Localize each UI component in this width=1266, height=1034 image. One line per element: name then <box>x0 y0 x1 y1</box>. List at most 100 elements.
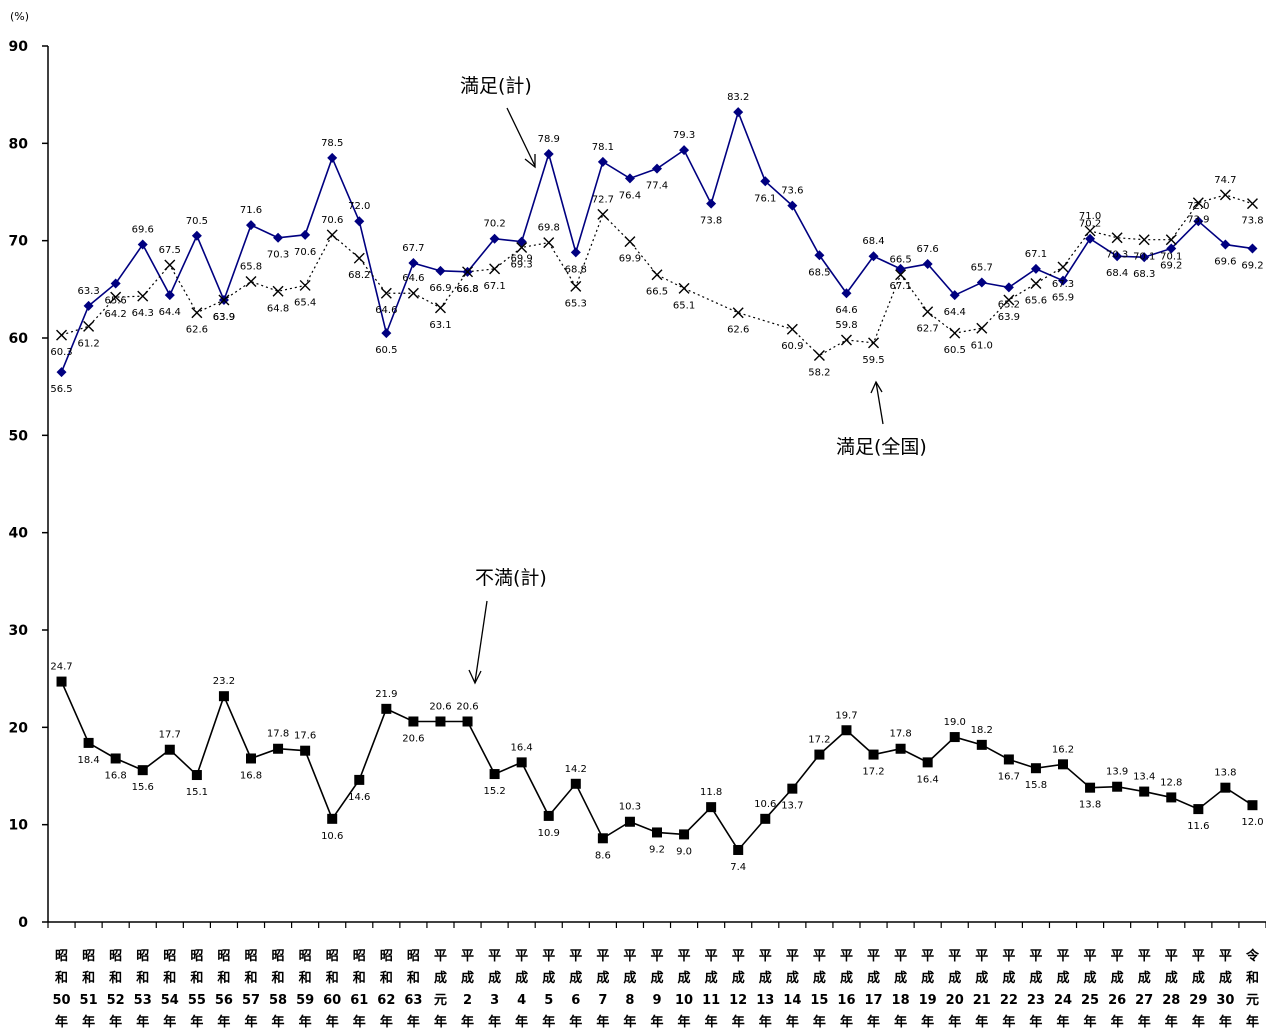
data-label: 70.2 <box>483 219 505 230</box>
data-label: 12.8 <box>1160 777 1182 788</box>
data-point-diamond <box>652 163 662 174</box>
data-label: 65.3 <box>565 298 587 309</box>
data-label: 71.6 <box>240 205 262 216</box>
data-label: 64.8 <box>267 303 289 314</box>
data-label: 64.4 <box>159 307 181 318</box>
data-point-x <box>813 350 825 362</box>
x-category-label-part: 平 <box>461 949 474 964</box>
data-point-diamond <box>922 259 933 270</box>
data-label: 76.1 <box>754 193 776 204</box>
x-category-label-part: 昭 <box>217 949 230 964</box>
x-category-label-part: 年 <box>1056 1014 1069 1030</box>
data-label: 64.6 <box>835 305 857 316</box>
data-point-x <box>597 208 609 220</box>
data-label: 9.2 <box>649 844 665 855</box>
x-category-label: 昭和 61 年 <box>350 949 368 1030</box>
x-category-label: 平成 6 年 <box>569 949 582 1030</box>
x-category-label-part: 成 <box>1029 970 1042 986</box>
x-category-label-part: 成 <box>1219 970 1232 986</box>
data-point-square <box>1030 763 1041 774</box>
x-category-label: 昭和 63 年 <box>404 949 422 1030</box>
y-tick-label: 20 <box>9 720 29 736</box>
data-point-square <box>652 827 662 838</box>
data-label: 62.7 <box>917 324 939 335</box>
x-category-label: 平成 14 年 <box>783 949 801 1030</box>
data-point-square <box>1085 782 1096 793</box>
x-category-label-part: 52 <box>107 993 125 1008</box>
data-label: 64.3 <box>132 308 154 319</box>
data-label: 71.0 <box>1079 211 1101 222</box>
data-point-diamond <box>354 216 365 227</box>
x-category-label: 平成 2 年 <box>461 949 474 1030</box>
x-category-label-part: 年 <box>569 1014 582 1030</box>
data-label: 19.7 <box>835 710 857 721</box>
data-point-square <box>597 833 608 844</box>
x-category-label: 昭和 53 年 <box>134 949 152 1030</box>
x-category-label-part: 14 <box>783 993 801 1008</box>
x-category-label-part: 21 <box>973 993 991 1008</box>
x-category-label-part: 年 <box>1165 1014 1178 1030</box>
x-category-label-part: 年 <box>136 1014 149 1030</box>
x-category-label-part: 年 <box>272 1014 285 1030</box>
data-point-diamond <box>164 290 175 301</box>
x-category-label-part: 60 <box>323 993 341 1008</box>
data-point-diamond <box>56 367 67 378</box>
data-label: 60.5 <box>944 345 966 356</box>
x-category-label-part: 3 <box>490 993 499 1008</box>
data-point-square <box>300 745 311 756</box>
data-label: 20.6 <box>402 733 424 744</box>
x-category-label: 平成 21 年 <box>973 949 991 1030</box>
data-label: 23.2 <box>213 676 235 687</box>
data-point-x <box>299 279 311 291</box>
x-category-label-part: 10 <box>675 993 693 1008</box>
x-category-label-part: 平 <box>434 949 447 964</box>
x-category-label-part: 和 <box>190 970 203 986</box>
x-category-label-part: 年 <box>759 1014 772 1030</box>
x-category-label-part: 成 <box>813 970 826 986</box>
x-category-label: 昭和 60 年 <box>323 949 341 1030</box>
data-point-x <box>110 291 122 303</box>
data-point-diamond <box>624 173 635 184</box>
x-category-label-part: 成 <box>1002 970 1015 986</box>
data-label: 65.7 <box>971 263 993 274</box>
data-point-square <box>354 774 365 785</box>
data-label: 10.3 <box>619 802 641 813</box>
data-label: 62.6 <box>186 325 208 336</box>
x-category-label-part: 年 <box>461 1014 474 1030</box>
data-point-diamond <box>760 176 771 187</box>
data-label: 67.1 <box>483 281 505 292</box>
data-label: 73.8 <box>700 216 722 227</box>
x-category-label: 昭和 56 年 <box>215 949 233 1030</box>
x-category-label-part: 26 <box>1108 993 1126 1008</box>
data-label: 69.8 <box>538 223 560 234</box>
data-label: 63.9 <box>998 312 1020 323</box>
data-label: 72.0 <box>348 201 370 212</box>
data-label: 64.4 <box>944 307 966 318</box>
data-point-square <box>570 778 581 789</box>
data-label: 13.8 <box>1214 768 1236 779</box>
x-category-label-part: 平 <box>1084 949 1097 964</box>
data-point-x <box>868 337 880 349</box>
data-point-diamond <box>679 145 690 156</box>
x-category-label-part: 成 <box>678 970 691 986</box>
x-category-label-part: 成 <box>840 970 853 986</box>
x-category-label: 平成 28 年 <box>1162 949 1180 1030</box>
data-label: 10.6 <box>754 799 776 810</box>
x-category-label-part: 昭 <box>109 949 122 964</box>
data-point-x <box>543 237 555 249</box>
x-category-label-part: 成 <box>434 970 447 986</box>
data-point-square <box>462 716 473 727</box>
x-category-label-part: 18 <box>892 993 910 1008</box>
x-category-label-part: 成 <box>596 970 609 986</box>
data-point-square <box>435 716 446 727</box>
x-category-label: 平成 19 年 <box>919 949 937 1030</box>
data-point-square <box>164 744 175 755</box>
x-category-label: 平成 17 年 <box>864 949 882 1030</box>
x-category-label: 昭和 59 年 <box>296 949 314 1030</box>
data-point-square <box>814 749 825 760</box>
x-category-label-part: 56 <box>215 993 233 1008</box>
series-line <box>60 681 1253 852</box>
data-point-square <box>83 737 94 748</box>
x-category-label-part: 平 <box>650 949 663 964</box>
data-label: 16.8 <box>105 770 127 781</box>
